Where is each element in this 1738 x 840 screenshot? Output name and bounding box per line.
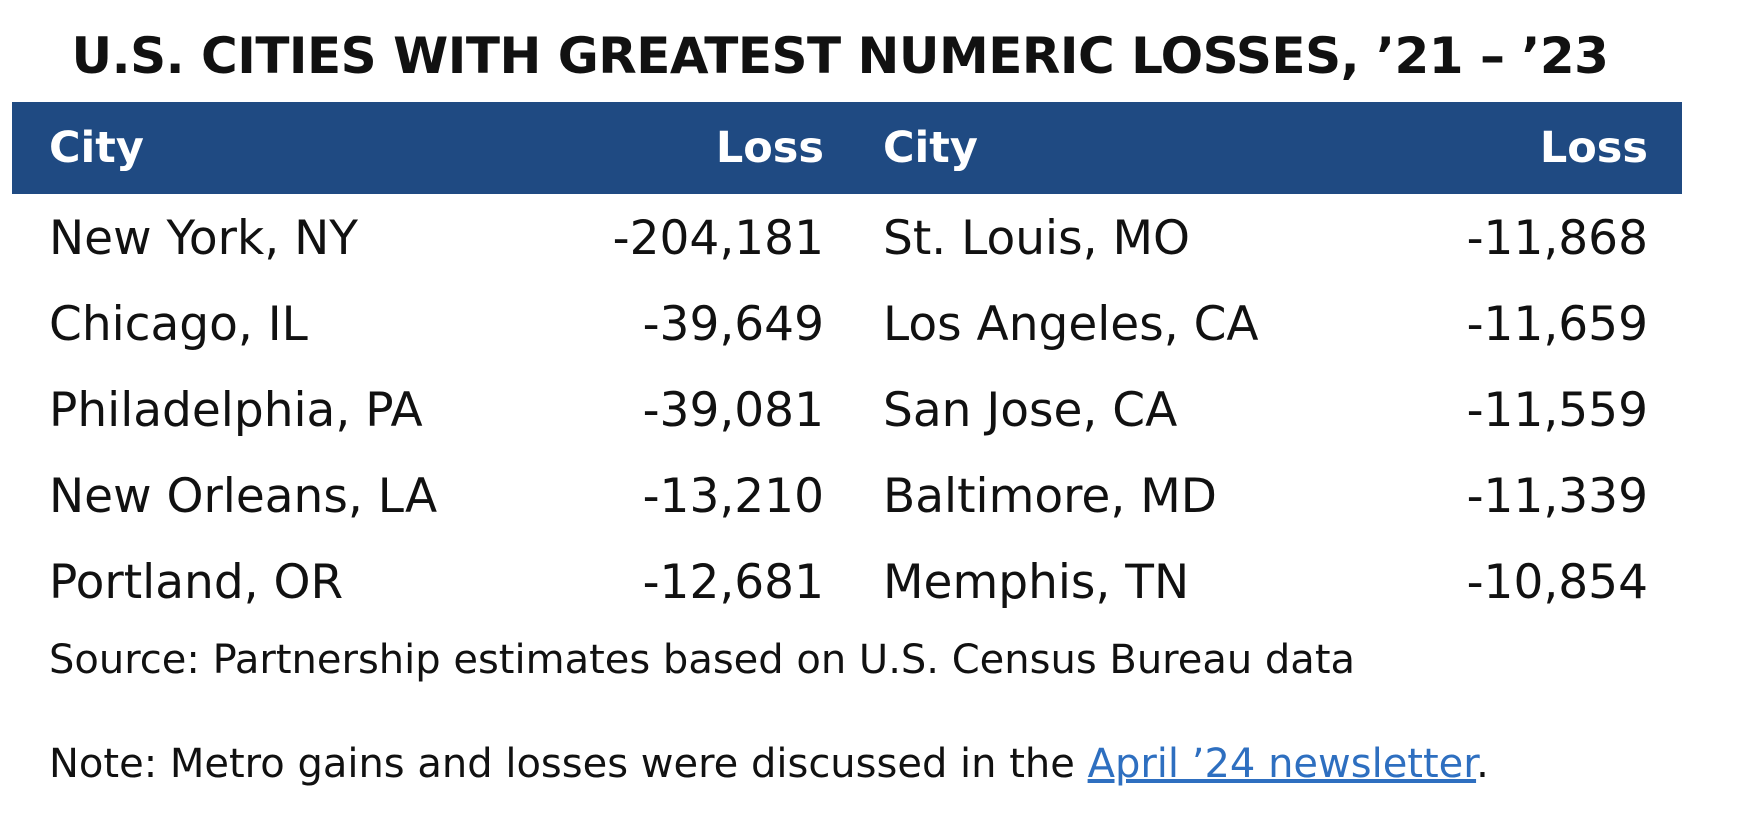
loss-value: -11,868 — [1466, 211, 1648, 266]
note-suffix: . — [1476, 741, 1489, 787]
table-row: New Orleans, LA -13,210 Baltimore, MD -1… — [12, 454, 1682, 540]
loss-value: -11,659 — [1466, 297, 1648, 352]
source-note: Source: Partnership estimates based on U… — [49, 637, 1356, 683]
losses-table: City Loss City Loss New York, NY -204,18… — [12, 102, 1682, 626]
city-name: Los Angeles, CA — [883, 297, 1259, 352]
table-body: New York, NY -204,181 St. Louis, MO -11,… — [12, 196, 1682, 626]
loss-value: -10,854 — [1466, 555, 1648, 610]
header-city-left: City — [49, 123, 144, 173]
loss-value: -13,210 — [642, 469, 824, 524]
table-row: New York, NY -204,181 St. Louis, MO -11,… — [12, 196, 1682, 282]
city-name: Baltimore, MD — [883, 469, 1217, 524]
note-text: Note: Metro gains and losses were discus… — [49, 741, 1088, 787]
city-name: Portland, OR — [49, 555, 344, 610]
newsletter-link[interactable]: April ’24 newsletter — [1087, 741, 1477, 787]
city-name: Memphis, TN — [883, 555, 1190, 610]
loss-value: -11,559 — [1466, 383, 1648, 438]
header-loss-left: Loss — [715, 123, 824, 173]
loss-value: -39,081 — [642, 383, 824, 438]
table-row: Philadelphia, PA -39,081 San Jose, CA -1… — [12, 368, 1682, 454]
header-city-right: City — [883, 123, 978, 173]
city-name: New York, NY — [49, 211, 358, 266]
city-name: New Orleans, LA — [49, 469, 438, 524]
header-loss-right: Loss — [1539, 123, 1648, 173]
loss-value: -11,339 — [1466, 469, 1648, 524]
loss-value: -39,649 — [642, 297, 824, 352]
loss-value: -12,681 — [642, 555, 824, 610]
city-name: Philadelphia, PA — [49, 383, 423, 438]
city-name: Chicago, IL — [49, 297, 308, 352]
page-title: U.S. CITIES WITH GREATEST NUMERIC LOSSES… — [71, 27, 1609, 85]
table-header: City Loss City Loss — [12, 102, 1682, 194]
table-row: Chicago, IL -39,649 Los Angeles, CA -11,… — [12, 282, 1682, 368]
table-row: Portland, OR -12,681 Memphis, TN -10,854 — [12, 540, 1682, 626]
city-name: St. Louis, MO — [883, 211, 1191, 266]
loss-value: -204,181 — [612, 211, 824, 266]
footnote: Note: Metro gains and losses were discus… — [49, 736, 1489, 792]
city-name: San Jose, CA — [883, 383, 1178, 438]
